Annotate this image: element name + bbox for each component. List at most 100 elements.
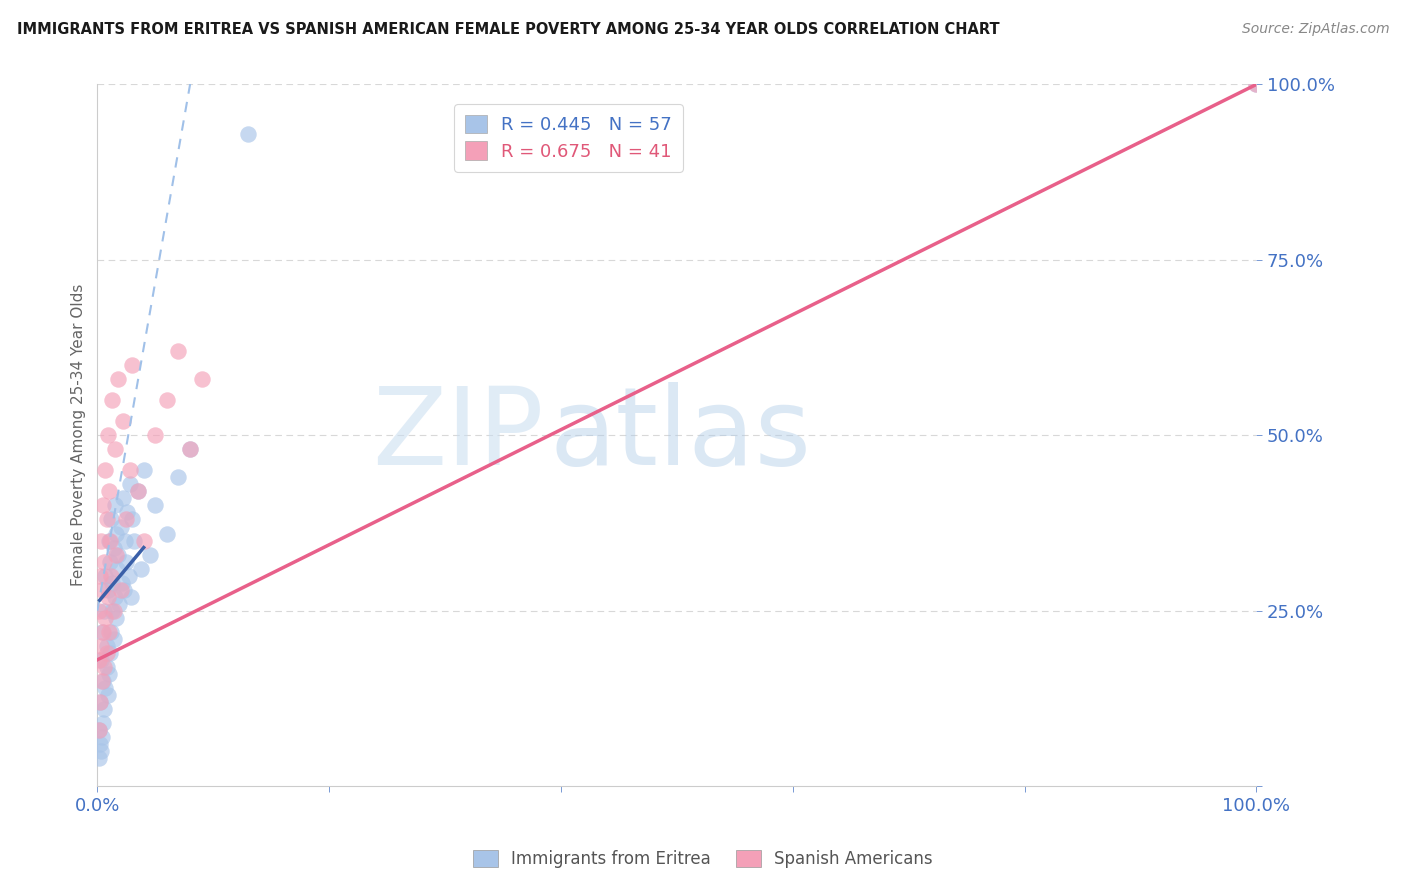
Point [236,127,259,141]
Point [179,442,201,457]
Point [89,695,111,709]
Point [156,526,179,541]
Point [97,484,120,499]
Point [156,393,179,408]
Point [114,533,136,548]
Point [90,533,112,548]
Point [91,499,114,513]
Point [93,660,115,674]
Point [89,737,111,751]
Point [87,723,110,737]
Point [121,512,143,526]
Point [111,491,134,506]
Point [132,463,155,477]
Point [90,653,112,667]
Point [118,477,141,491]
Text: IMMIGRANTS FROM ERITREA VS SPANISH AMERICAN FEMALE POVERTY AMONG 25-34 YEAR OLDS: IMMIGRANTS FROM ERITREA VS SPANISH AMERI… [17,22,1000,37]
Point [107,372,129,386]
Text: atlas: atlas [550,383,811,488]
Point [91,673,114,688]
Point [97,533,120,548]
Legend: Immigrants from Eritrea, Spanish Americans: Immigrants from Eritrea, Spanish America… [467,843,939,875]
Point [96,646,118,660]
Point [112,582,135,597]
Point [107,548,129,562]
Point [105,561,128,575]
Point [111,414,134,428]
Point [89,568,111,582]
Point [124,533,146,548]
Point [104,611,127,625]
Point [96,639,118,653]
Y-axis label: Female Poverty Among 25-34 Year Olds: Female Poverty Among 25-34 Year Olds [72,285,86,586]
Point [104,590,127,604]
Point [101,575,124,590]
Point [117,568,139,582]
Point [100,512,122,526]
Point [94,681,117,695]
Point [94,568,117,582]
Point [131,561,153,575]
Point [94,463,117,477]
Point [104,526,127,541]
Point [98,646,121,660]
Point [87,604,110,618]
Point [190,372,212,386]
Point [132,533,155,548]
Point [138,548,160,562]
Point [93,702,115,716]
Point [103,632,125,646]
Point [97,428,120,442]
Point [93,555,115,569]
Point [111,575,134,590]
Point [96,660,118,674]
Point [97,582,120,597]
Point [143,499,166,513]
Point [104,442,127,457]
Point [121,358,143,372]
Point [97,624,120,639]
Point [91,624,114,639]
Point [127,484,149,499]
Point [89,695,111,709]
Text: ZIP: ZIP [373,383,544,488]
Point [103,604,125,618]
Point [127,484,149,499]
Point [91,716,114,731]
Point [91,730,114,744]
Point [91,582,114,597]
Point [1246,78,1268,92]
Point [115,555,138,569]
Point [91,673,114,688]
Point [97,666,120,681]
Point [87,653,110,667]
Point [110,582,132,597]
Legend: R = 0.445   N = 57, R = 0.675   N = 41: R = 0.445 N = 57, R = 0.675 N = 41 [454,104,682,171]
Point [93,604,115,618]
Point [118,463,141,477]
Point [104,499,127,513]
Point [100,568,122,582]
Point [108,597,131,611]
Point [97,590,120,604]
Point [143,428,166,442]
Text: Source: ZipAtlas.com: Source: ZipAtlas.com [1241,22,1389,37]
Point [90,744,112,758]
Point [101,604,124,618]
Point [91,624,114,639]
Point [110,519,132,533]
Point [120,590,142,604]
Point [97,688,120,702]
Point [1246,78,1268,92]
Point [87,751,110,765]
Point [167,470,190,484]
Point [104,548,127,562]
Point [179,442,201,457]
Point [87,723,110,737]
Point [98,533,121,548]
Point [94,611,117,625]
Point [117,506,139,520]
Point [167,344,190,359]
Point [96,512,118,526]
Point [103,541,125,555]
